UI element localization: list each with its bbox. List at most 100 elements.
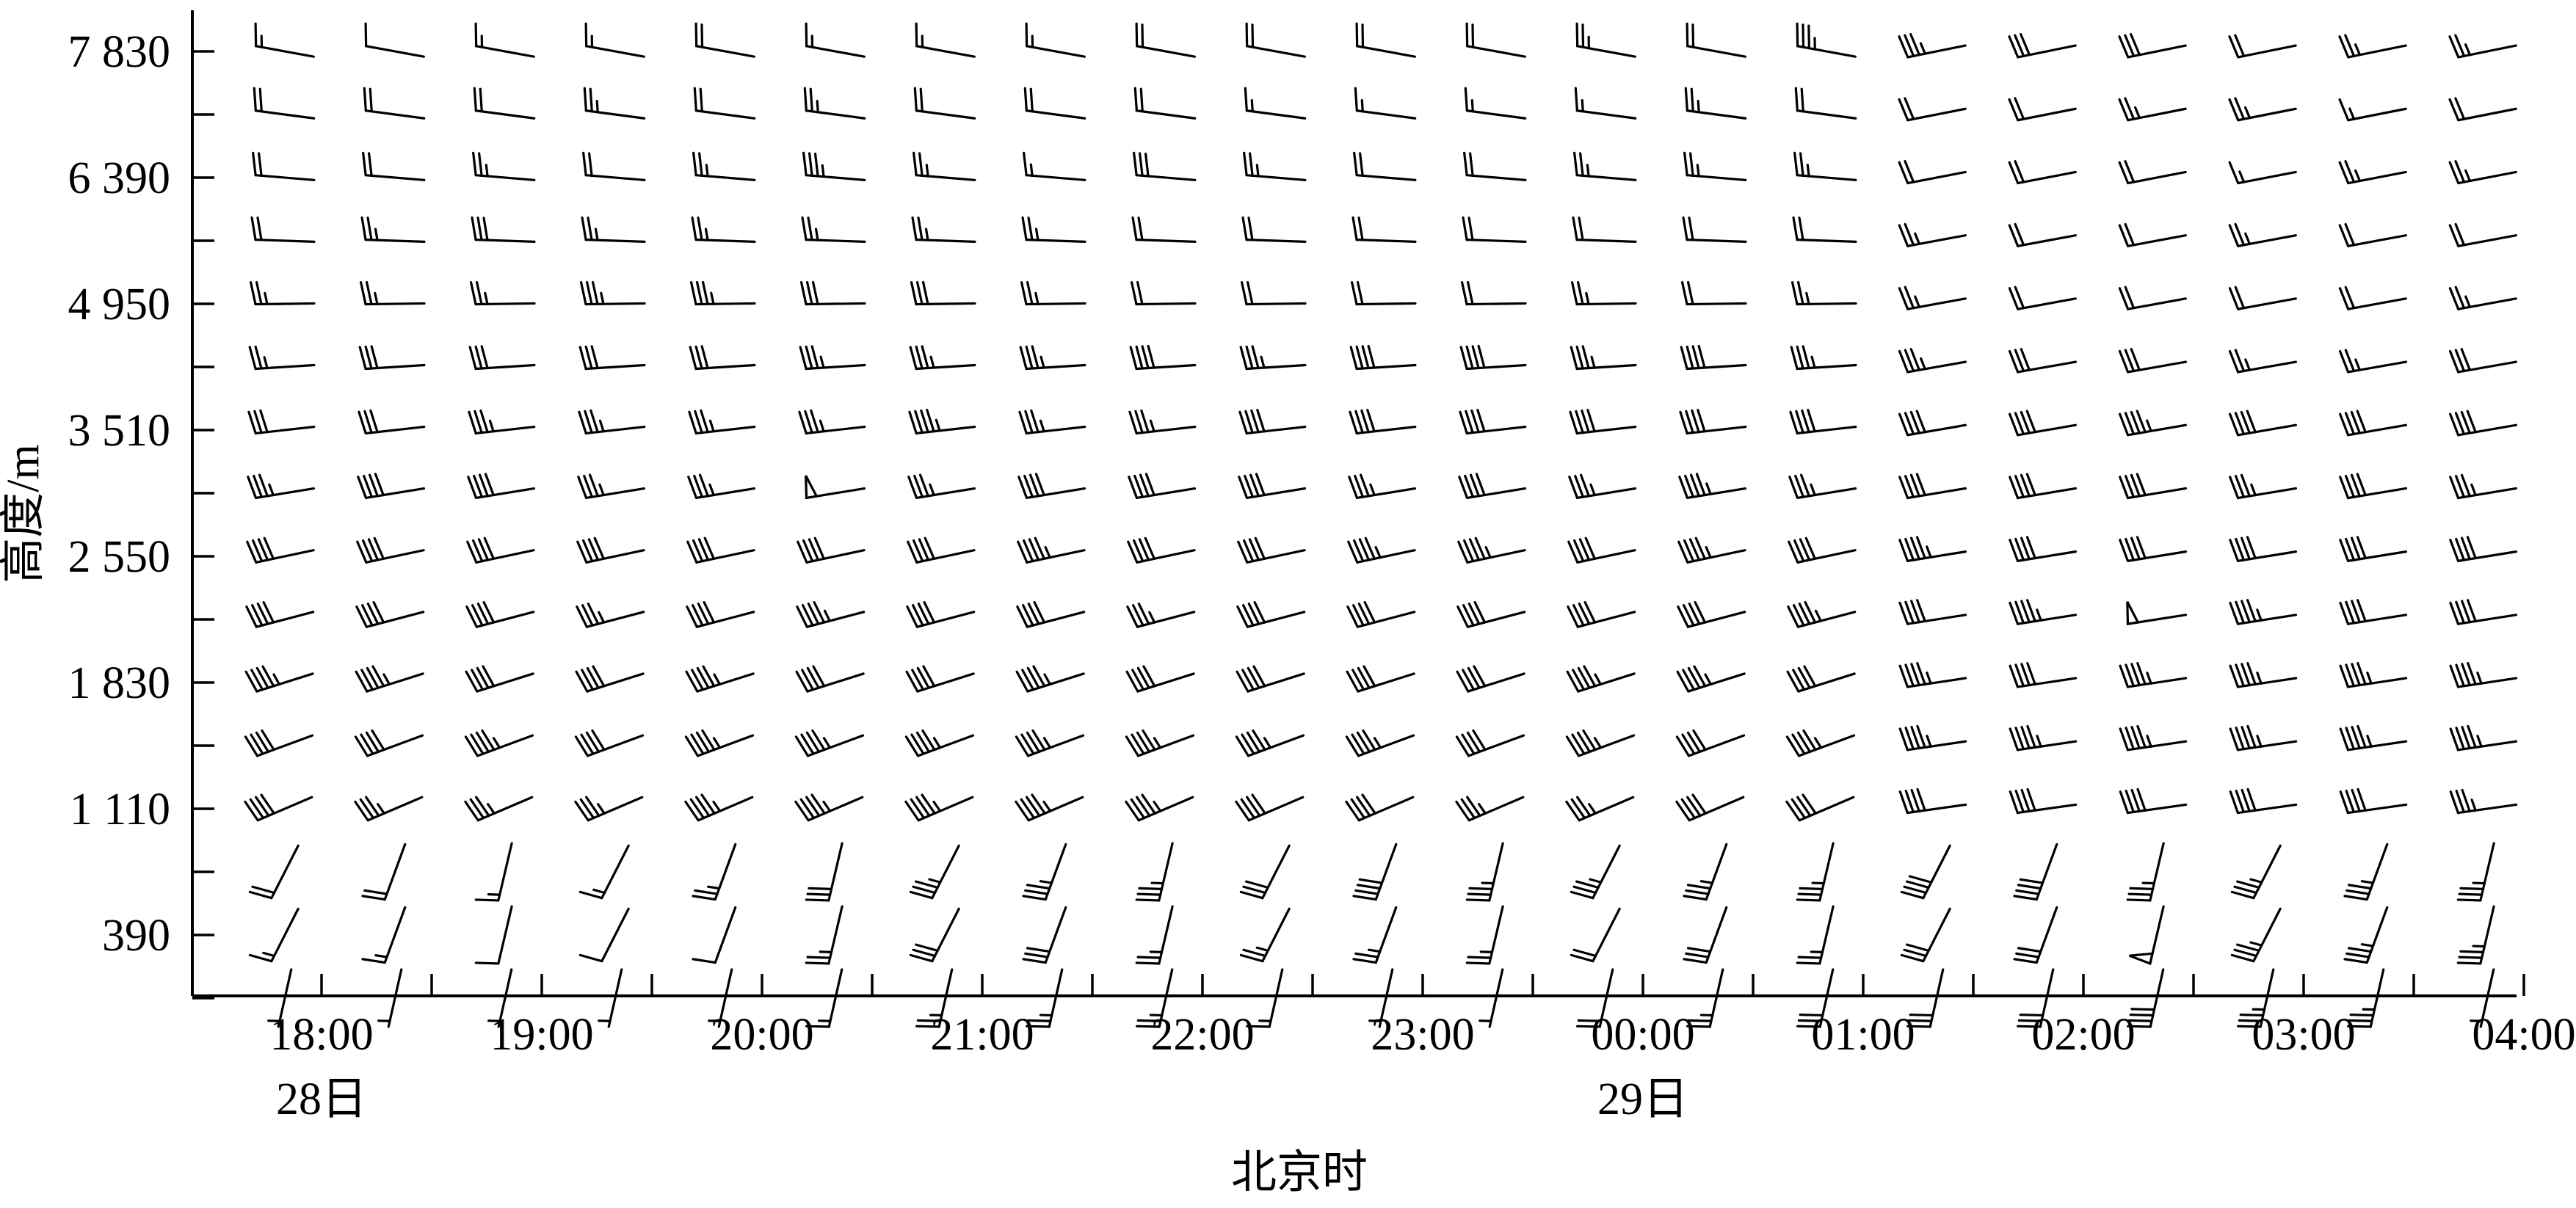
barb-shaft [1247,111,1305,118]
barb-feather [693,896,715,900]
wind-barb [2340,474,2406,498]
barb-feather [1252,25,1253,48]
y-axis-title: 高度/m [0,444,48,583]
wind-barb [1796,88,1855,118]
wind-barb [1901,909,1950,961]
barb-feather [1126,737,1138,756]
barb-feather-half [706,165,708,176]
barb-shaft [696,303,755,304]
barb-feather [1462,283,1467,305]
barb-feather [1573,217,1577,239]
barb-feather [355,737,367,756]
barb-feather [593,282,598,304]
barb-feather [1901,955,1923,961]
wind-barb [2120,789,2185,812]
barb-feather [1803,795,1815,813]
wind-barb [2340,411,2406,435]
barb-feather [1691,153,1694,175]
wind-barb [246,666,313,691]
barb-feather [1028,948,1050,952]
wind-barb [2119,161,2185,183]
wind-barb [806,843,842,900]
wind-barb [1572,283,1636,305]
barb-shaft [476,365,534,368]
wind-barb [2230,726,2296,749]
barb-feather-half [1697,165,1699,176]
barb-shaft [829,969,842,1027]
barb-shaft [2370,969,2384,1027]
barb-feather [913,887,935,892]
barb-feather [806,23,807,46]
wind-barb [254,88,313,118]
barb-shaft [587,46,645,57]
barb-feather-half [2473,883,2484,884]
barb-feather [1024,153,1027,175]
barb-feather [1677,737,1688,756]
barb-feather [910,955,932,961]
barb-feather-half [820,421,824,432]
barb-feather [1801,153,1804,175]
barb-feather [1467,732,1479,752]
barb-feather [1577,881,1598,887]
barb-feather [472,217,476,239]
barb-feather [1467,797,1480,815]
wind-barb [1458,603,1525,627]
wind-barb [906,795,973,821]
barb-feather [1468,957,1491,958]
barb-feather [805,411,812,432]
barb-shaft [1247,240,1305,242]
barb-feather [587,797,599,815]
barb-feather-half [711,293,714,304]
wind-barb [1793,283,1856,305]
barb-feather [927,410,934,432]
barb-feather [2349,948,2371,952]
barb-feather-half [1481,952,1492,953]
wind-barb [1017,603,1084,627]
barb-feather [1682,799,1694,818]
barb-shaft [715,907,735,962]
barb-feather [365,890,387,894]
barb-feather [1362,411,1368,432]
wind-barb [250,845,298,898]
barb-feather [695,890,717,894]
wind-barb [2119,34,2185,57]
barb-feather [1691,89,1693,112]
y-tick-label: 2 550 [68,532,171,582]
wind-barb [1132,283,1195,305]
wind-barb [2458,843,2494,900]
barb-feather [910,347,916,369]
barb-feather [1139,218,1142,240]
wind-barb [1460,410,1525,434]
barb-shaft [696,427,754,434]
barb-feather [694,153,697,175]
barb-feather [1351,347,1357,369]
wind-barb [586,23,644,57]
barb-feather [2232,955,2253,961]
barb-shaft [1376,844,1396,899]
wind-barb [915,88,974,118]
barb-feather [1022,283,1026,305]
barb-feather-half [2472,484,2475,495]
barb-feather [1798,797,1810,815]
barb-feather-half [1036,293,1038,304]
barb-feather [2238,881,2259,887]
barb-feather [802,283,806,305]
x-tick-label: 22:00 [1150,1010,1254,1060]
barb-feather [1026,953,1048,957]
barb-feather [922,346,928,368]
wind-barb [692,282,755,304]
wind-barb [2230,663,2296,687]
barb-feather [1247,732,1259,752]
barb-shaft [1908,172,1966,183]
barb-feather [1468,283,1473,305]
barb-feather [1132,735,1144,754]
barb-feather-half [485,293,487,304]
barb-feather [1350,412,1357,433]
barb-feather-half [714,738,719,748]
barb-feather [260,89,261,112]
wind-barb [1797,23,1855,57]
barb-feather [2232,892,2253,898]
barb-feather [1250,153,1253,175]
barb-feather [1578,797,1590,815]
wind-barb [357,603,424,627]
